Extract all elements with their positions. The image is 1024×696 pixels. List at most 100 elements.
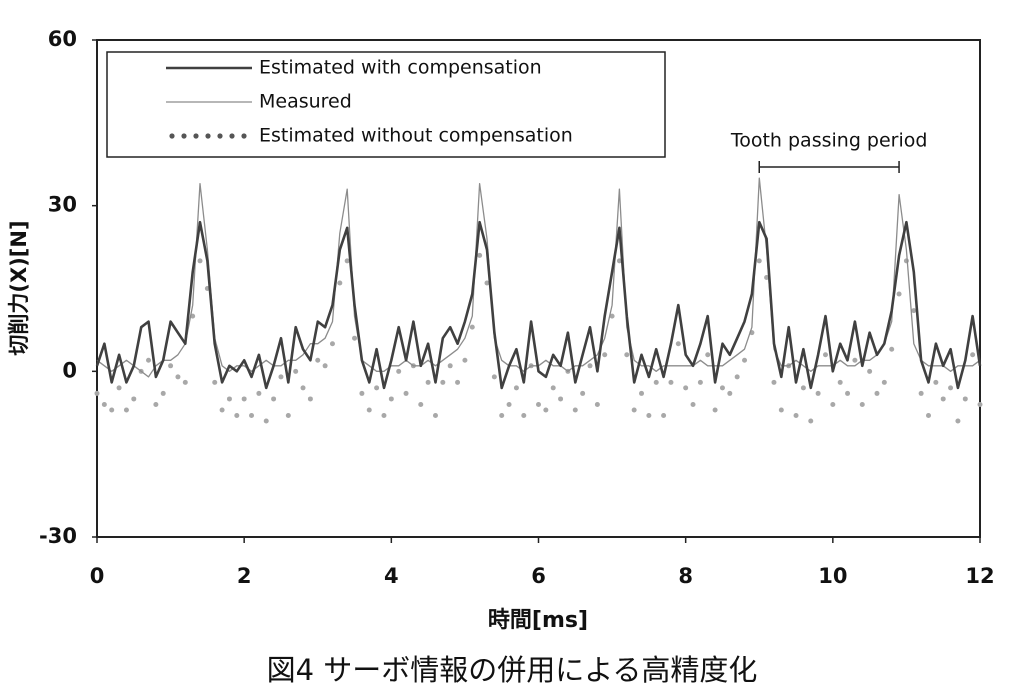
y-tick-label: 0 [62, 358, 77, 382]
data-point [226, 396, 232, 402]
x-tick-label: 10 [818, 564, 847, 588]
data-point [609, 313, 615, 319]
data-point [594, 401, 600, 407]
series-line [96, 177, 981, 378]
data-point [315, 357, 321, 363]
data-point [263, 418, 269, 424]
data-point [300, 385, 306, 391]
data-point [182, 379, 188, 385]
data-point [881, 379, 887, 385]
legend-swatch [169, 133, 175, 139]
data-point [116, 385, 122, 391]
data-point [477, 252, 483, 258]
chart-title: 図4 サーボ情報の併用による高精度化 [267, 653, 758, 687]
data-point [661, 413, 667, 419]
data-point [550, 385, 556, 391]
x-tick-label: 4 [384, 564, 399, 588]
data-point [734, 374, 740, 380]
data-point [521, 413, 527, 419]
data-point [852, 357, 858, 363]
data-point [271, 396, 277, 402]
data-point [344, 258, 350, 264]
data-point [933, 379, 939, 385]
data-point [403, 390, 409, 396]
data-point [977, 401, 983, 407]
data-point [845, 390, 851, 396]
data-point [955, 418, 961, 424]
series-line [95, 220, 982, 390]
data-point [653, 379, 659, 385]
data-point [469, 324, 475, 330]
annotation-text: Tooth passing period [730, 130, 928, 152]
x-tick-label: 0 [90, 564, 105, 588]
data-point [675, 341, 681, 347]
data-point [815, 390, 821, 396]
data-point [778, 407, 784, 413]
data-point [639, 390, 645, 396]
data-point [690, 401, 696, 407]
data-point [109, 407, 115, 413]
x-tick-label: 2 [237, 564, 252, 588]
data-point [381, 413, 387, 419]
data-point [962, 396, 968, 402]
data-point [727, 390, 733, 396]
data-point [970, 352, 976, 358]
legend-swatch [193, 133, 199, 139]
data-point [896, 291, 902, 297]
data-point [756, 258, 762, 264]
data-point [764, 274, 770, 280]
data-point [94, 390, 100, 396]
data-point [616, 258, 622, 264]
y-tick-label: 30 [48, 193, 77, 217]
x-tick-label: 8 [678, 564, 693, 588]
data-point [867, 368, 873, 374]
data-point [719, 385, 725, 391]
data-point [771, 379, 777, 385]
data-point [212, 379, 218, 385]
data-point [491, 374, 497, 380]
data-point [366, 407, 372, 413]
data-point [668, 379, 674, 385]
data-point [742, 357, 748, 363]
data-point [307, 396, 313, 402]
data-point [705, 352, 711, 358]
data-point [580, 390, 586, 396]
data-point [911, 308, 917, 314]
data-point [293, 368, 299, 374]
legend-swatch [181, 133, 187, 139]
data-point [396, 368, 402, 374]
data-point [249, 413, 255, 419]
data-point [123, 407, 129, 413]
data-point [697, 379, 703, 385]
data-point [359, 390, 365, 396]
data-point [101, 401, 107, 407]
data-point [241, 396, 247, 402]
y-axis-label: 切削力(X)[N] [7, 220, 31, 355]
data-point [425, 379, 431, 385]
data-point [352, 335, 358, 341]
data-point [219, 407, 225, 413]
data-point [447, 363, 453, 369]
data-point [587, 363, 593, 369]
data-point [572, 407, 578, 413]
y-tick-label: -30 [39, 524, 77, 548]
data-point [624, 352, 630, 358]
data-point [859, 401, 865, 407]
data-point [131, 396, 137, 402]
data-point [822, 352, 828, 358]
data-point [285, 413, 291, 419]
data-point [175, 374, 181, 380]
legend-swatch [241, 133, 247, 139]
data-point [278, 374, 284, 380]
data-point [874, 390, 880, 396]
data-point [602, 352, 608, 358]
data-point [683, 385, 689, 391]
data-point [388, 396, 394, 402]
data-point [153, 401, 159, 407]
data-point [418, 401, 424, 407]
data-point [631, 407, 637, 413]
data-point [558, 396, 564, 402]
data-point [889, 346, 895, 352]
data-point [646, 413, 652, 419]
